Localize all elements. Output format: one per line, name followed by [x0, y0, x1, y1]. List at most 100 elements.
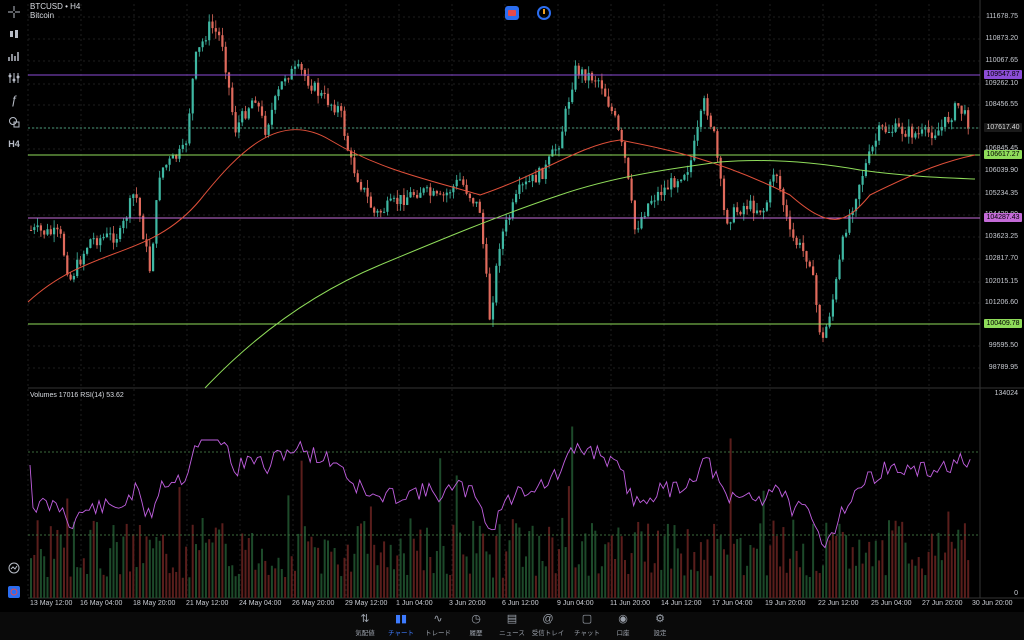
volume-bar: [571, 426, 574, 598]
volume-bar: [647, 523, 650, 598]
volume-bar: [419, 529, 422, 598]
candle-body: [805, 251, 808, 262]
volume-bar: [482, 533, 485, 598]
candle-body: [392, 197, 396, 199]
candle-body: [818, 304, 821, 333]
candle-body: [769, 181, 772, 203]
candle-body: [620, 129, 623, 143]
volume-bar: [610, 535, 613, 598]
volume-bar: [904, 542, 907, 598]
price-axis-label: 99595.50: [988, 342, 1018, 349]
volume-bar: [310, 536, 313, 598]
candle-body: [340, 106, 343, 111]
candle-body: [287, 78, 290, 80]
timeframe-label[interactable]: H4: [8, 139, 20, 149]
indicators-icon[interactable]: [4, 68, 24, 88]
layout-icon[interactable]: [4, 582, 24, 602]
candle-body: [323, 92, 326, 94]
volume-bar: [274, 568, 277, 598]
volume-bar: [204, 542, 207, 598]
objects-icon[interactable]: [4, 112, 24, 132]
volume-bar: [168, 573, 171, 598]
nav-quotes[interactable]: ⇅ 気配値: [347, 613, 383, 637]
volume-rsi-label: Volumes 17016 RSI(14) 53.62: [30, 392, 124, 399]
nav-trade[interactable]: ∿ トレード: [420, 613, 456, 637]
record-icon[interactable]: [505, 6, 519, 20]
candle-body: [587, 72, 590, 81]
nav-settings[interactable]: ⚙ 設定: [642, 613, 678, 637]
volume-bar: [369, 506, 372, 598]
time-axis-label: 24 May 04:00: [239, 600, 282, 607]
volume-bar: [389, 544, 392, 598]
candle-body: [191, 78, 194, 114]
price-axis-label: 101206.60: [984, 299, 1018, 306]
candle-body: [135, 194, 138, 198]
time-axis-label: 22 Jun 12:00: [818, 600, 859, 607]
candle-body: [554, 149, 557, 151]
symbol-label[interactable]: BTCUSD • H4: [30, 2, 81, 11]
volume-bar: [43, 556, 46, 598]
chart-type-icon[interactable]: [4, 46, 24, 66]
candle-body: [297, 63, 300, 67]
volume-bar: [930, 533, 933, 598]
candle-body: [237, 122, 240, 133]
candle-body: [442, 194, 445, 196]
volume-bar: [924, 575, 927, 598]
nav-history[interactable]: ◷ 履歴: [458, 613, 494, 637]
candle-body: [119, 228, 122, 239]
candle-body: [307, 76, 310, 86]
volume-bar: [515, 523, 518, 598]
candle-body: [194, 51, 198, 79]
volume-bar: [462, 554, 465, 598]
timer-icon[interactable]: [537, 6, 551, 20]
nav-label: 設定: [653, 630, 667, 637]
candles-icon[interactable]: [4, 24, 24, 44]
candle-body: [270, 109, 273, 125]
nav-news[interactable]: ▤ ニュース: [494, 613, 530, 637]
quotes-icon: ⇅: [360, 613, 370, 625]
volume-bar: [901, 521, 904, 598]
volume-bar: [79, 567, 82, 598]
bottom-nav: ⇅ 気配値 ▮▮ チャート ∿ トレード ◷ 履歴 ▤ ニュース @ 受信トレイ ▢ チャット ◉ 口座 ⚙ 設定: [0, 612, 1024, 640]
volume-bar: [109, 548, 112, 598]
volume-bar: [775, 535, 778, 598]
volume-bar: [756, 548, 758, 598]
zoom-icon[interactable]: [4, 558, 24, 578]
crosshair-icon[interactable]: [4, 2, 24, 22]
volume-bar: [135, 567, 138, 598]
candle-body: [389, 198, 392, 201]
nav-inbox[interactable]: @ 受信トレイ: [530, 613, 566, 637]
candle-body: [62, 233, 66, 256]
candle-body: [643, 216, 646, 218]
volume-bar: [492, 577, 494, 598]
candle-body: [293, 66, 297, 69]
candle-body: [277, 89, 280, 97]
candle-body: [152, 243, 155, 272]
candle-body: [66, 255, 69, 275]
volume-bar: [162, 534, 164, 598]
candle-body: [300, 63, 303, 70]
volume-bar: [597, 573, 600, 598]
nav-chart[interactable]: ▮▮ チャート: [383, 613, 419, 637]
price-chart[interactable]: [0, 0, 1024, 612]
candle-body: [161, 167, 165, 178]
volume-bar: [878, 560, 881, 598]
volume-bar: [231, 565, 234, 598]
volume-bar: [475, 553, 478, 598]
candle-body: [564, 108, 567, 132]
candle-body: [125, 218, 128, 221]
function-icon[interactable]: ƒ: [10, 93, 18, 107]
volume-bar: [541, 560, 544, 598]
candle-body: [660, 191, 663, 196]
candle-body: [802, 242, 805, 252]
price-level-badge: 106617.27: [984, 150, 1022, 159]
nav-chat[interactable]: ▢ チャット: [569, 613, 605, 637]
nav-account[interactable]: ◉ 口座: [605, 613, 641, 637]
candle-body: [775, 174, 778, 177]
candle-body: [854, 199, 858, 212]
candle-body: [713, 126, 716, 132]
candle-body: [155, 200, 158, 244]
volume-bar: [208, 539, 211, 598]
chart-area[interactable]: BTCUSD • H4 Bitcoin Volumes 17016 RSI(14…: [0, 0, 1024, 612]
volume-bar: [620, 536, 623, 598]
